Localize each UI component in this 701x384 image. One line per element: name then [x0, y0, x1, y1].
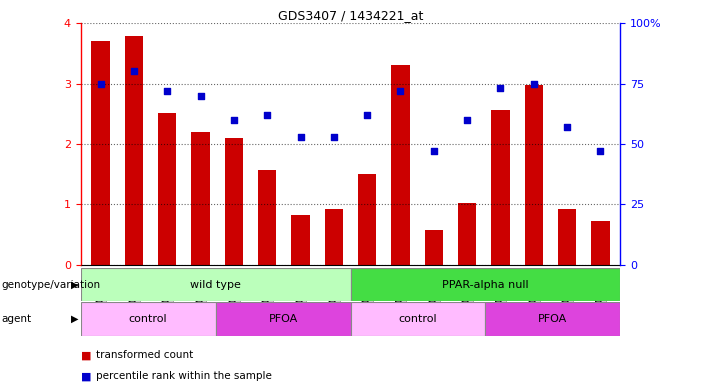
Bar	[325, 209, 343, 265]
Point	[562, 124, 573, 130]
Text: ▶: ▶	[72, 280, 79, 290]
Point	[328, 134, 339, 140]
Bar	[225, 138, 243, 265]
Bar	[458, 203, 476, 265]
Bar	[216, 302, 350, 336]
Text: percentile rank within the sample: percentile rank within the sample	[96, 371, 272, 381]
Point	[261, 112, 273, 118]
Bar	[292, 215, 310, 265]
Bar	[425, 230, 443, 265]
Point	[395, 88, 406, 94]
Bar	[158, 113, 177, 265]
Bar	[391, 65, 409, 265]
Text: control: control	[129, 314, 168, 324]
Point	[229, 117, 240, 123]
Bar	[485, 302, 620, 336]
Bar	[558, 209, 576, 265]
Point	[495, 85, 506, 91]
Point	[428, 148, 440, 154]
Bar	[350, 268, 620, 301]
Bar	[191, 132, 210, 265]
Text: ▶: ▶	[72, 314, 79, 324]
Point	[162, 88, 173, 94]
Bar	[258, 170, 276, 265]
Bar	[81, 268, 350, 301]
Point	[295, 134, 306, 140]
Bar	[81, 302, 216, 336]
Title: GDS3407 / 1434221_at: GDS3407 / 1434221_at	[278, 9, 423, 22]
Bar	[125, 36, 143, 265]
Text: PFOA: PFOA	[538, 314, 568, 324]
Text: agent: agent	[1, 314, 32, 324]
Text: genotype/variation: genotype/variation	[1, 280, 100, 290]
Text: PPAR-alpha null: PPAR-alpha null	[442, 280, 529, 290]
Text: wild type: wild type	[190, 280, 241, 290]
Text: transformed count: transformed count	[96, 350, 193, 360]
Bar	[358, 174, 376, 265]
Bar	[91, 41, 110, 265]
Point	[528, 81, 539, 87]
Point	[594, 148, 606, 154]
Bar	[524, 85, 543, 265]
Point	[195, 93, 206, 99]
Point	[95, 81, 107, 87]
Bar	[491, 109, 510, 265]
Text: ■: ■	[81, 371, 91, 381]
Text: ■: ■	[81, 350, 91, 360]
Point	[128, 68, 139, 74]
Text: PFOA: PFOA	[268, 314, 298, 324]
Point	[362, 112, 373, 118]
Bar	[350, 302, 485, 336]
Bar	[591, 222, 610, 265]
Point	[461, 117, 472, 123]
Text: control: control	[399, 314, 437, 324]
